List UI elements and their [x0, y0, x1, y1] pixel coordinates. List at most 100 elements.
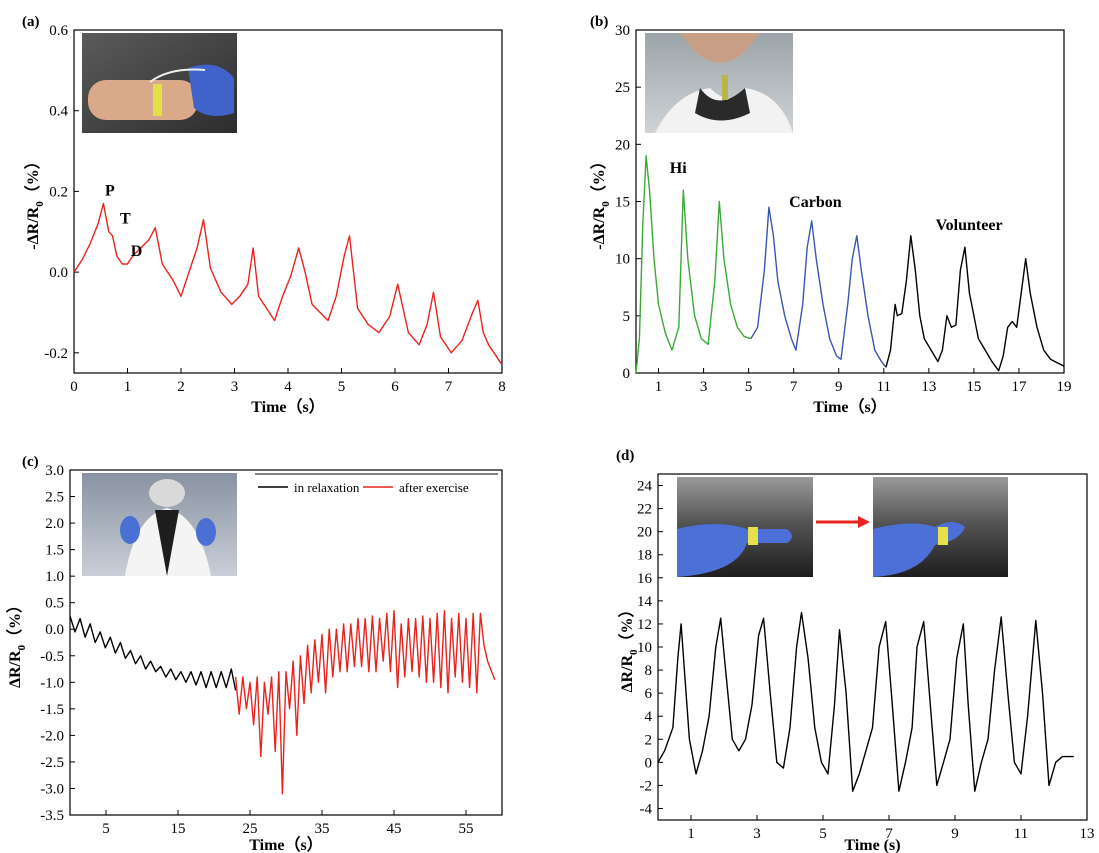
chart-panel-2: 5 15 25 35 45 55 -3.5 -3.0 -2.5 -2.0 -1.5 -1.0 -0.5 0…	[6, 454, 503, 853]
series-line-2	[885, 235, 1065, 372]
y-tick-label: 0.0	[45, 622, 64, 638]
y-tick-label: 0.5	[45, 596, 64, 612]
y-tick-label: 0	[623, 366, 631, 382]
x-tick-label: 0	[70, 379, 78, 395]
x-tick-label: 35	[315, 821, 330, 837]
y-tick-label: 20	[615, 137, 630, 153]
y-tick-label: 16	[637, 571, 653, 587]
y-tick-label: 14	[637, 594, 653, 610]
y-tick-label: -0.2	[44, 346, 68, 362]
y-tick-label: 18	[637, 548, 652, 564]
y-tick-label: 20	[637, 525, 652, 541]
y-tick-label: -3.0	[40, 781, 64, 797]
y-tick-label: 15	[615, 195, 630, 211]
x-tick-label: 7	[885, 826, 893, 842]
inset-photo-wrist	[82, 33, 237, 133]
panel-label: (d)	[616, 448, 634, 464]
series-line-0	[73, 202, 503, 366]
x-tick-label: 19	[1057, 379, 1072, 395]
annotation-label: Volunteer	[936, 217, 1003, 234]
x-axis-title: Time (s)	[844, 837, 900, 853]
x-tick-label: 55	[459, 821, 474, 837]
chart-panel-1: 1 3 5 7 9 11 13 15 17 19051015202530HiCarbonVolun…	[590, 14, 1072, 416]
x-tick-label: 13	[1080, 826, 1095, 842]
x-axis-title: Time（s）	[813, 398, 887, 416]
annotation-label: P	[105, 182, 115, 199]
x-tick-label: 6	[391, 379, 399, 395]
y-tick-label: 24	[637, 479, 653, 495]
x-tick-label: 3	[753, 826, 761, 842]
series-line-1	[234, 610, 496, 795]
y-tick-label: -1.0	[40, 675, 64, 691]
y-tick-label: 2.0	[45, 516, 64, 532]
x-tick-label: 15	[966, 379, 981, 395]
plot-frame	[69, 469, 503, 816]
x-tick-label: 3	[231, 379, 239, 395]
y-tick-label: 4	[645, 709, 653, 725]
x-tick-label: 3	[700, 379, 708, 395]
panel-label: (b)	[590, 14, 608, 30]
chart-panel-0: 0 1 2 3 4 5 6 7 8 -0.2 0.0 0.2 0.4 0.6 PTD Time（s） -ΔR/R…	[22, 14, 506, 416]
y-tick-label: 30	[615, 23, 630, 39]
x-tick-label: 1	[124, 379, 132, 395]
y-tick-label: 0.4	[49, 104, 68, 120]
panel-label: (c)	[22, 454, 39, 470]
x-tick-label: 9	[835, 379, 843, 395]
legend-label: in relaxation	[294, 480, 360, 495]
x-tick-label: 13	[921, 379, 936, 395]
series-line-0	[635, 155, 752, 374]
x-tick-label: 11	[877, 379, 891, 395]
y-tick-label: 22	[637, 502, 652, 518]
x-tick-label: 25	[243, 821, 258, 837]
y-tick-label: 2.5	[45, 490, 64, 506]
annotation-label: D	[131, 243, 143, 260]
y-tick-label: 12	[637, 617, 652, 633]
inset-photo-finger	[677, 477, 1008, 577]
y-tick-label: -1.5	[40, 702, 64, 718]
y-axis-title: ΔR/R0（%）	[6, 597, 28, 688]
series-line-0	[69, 615, 237, 691]
x-tick-label: 1	[655, 379, 663, 395]
x-tick-label: 45	[387, 821, 402, 837]
x-tick-label: 2	[177, 379, 185, 395]
y-tick-label: 25	[615, 80, 630, 96]
x-tick-label: 7	[790, 379, 798, 395]
y-tick-label: -0.5	[40, 649, 64, 665]
y-tick-label: 10	[615, 252, 630, 268]
x-tick-label: 8	[498, 379, 506, 395]
series-line-1	[750, 206, 887, 368]
y-tick-label: 10	[637, 640, 652, 656]
x-tick-label: 4	[284, 379, 292, 395]
y-tick-label: -2	[640, 778, 653, 794]
annotation-label: Hi	[670, 160, 687, 177]
x-tick-label: 15	[171, 821, 186, 837]
x-tick-label: 5	[819, 826, 827, 842]
legend-label: after exercise	[399, 480, 469, 495]
x-axis-title: Time（s）	[249, 836, 323, 853]
y-tick-label: 5	[623, 309, 631, 325]
y-tick-label: -2.5	[40, 755, 64, 771]
y-tick-label: -4	[640, 801, 653, 817]
y-axis-title: ΔR/R0（%）	[618, 601, 640, 692]
y-tick-label: 6	[645, 686, 653, 702]
annotation-label: Carbon	[789, 194, 842, 211]
panel-label: (a)	[22, 14, 40, 30]
y-tick-label: 0.0	[49, 265, 68, 281]
y-tick-label: 1.0	[45, 569, 64, 585]
x-axis-title: Time（s）	[251, 398, 325, 416]
series-line-0	[657, 611, 1074, 792]
y-axis-title: -ΔR/R0（%）	[24, 153, 46, 249]
x-tick-label: 11	[1014, 826, 1028, 842]
x-tick-label: 5	[102, 821, 110, 837]
y-tick-label: 8	[645, 663, 653, 679]
y-tick-label: 3.0	[45, 463, 64, 479]
y-tick-label: 0	[645, 755, 653, 771]
inset-photo-person	[82, 473, 237, 576]
y-axis-title: -ΔR/R0（%）	[590, 153, 612, 249]
y-tick-label: 0.6	[49, 23, 68, 39]
x-tick-label: 1	[687, 826, 695, 842]
annotation-label: T	[120, 211, 131, 228]
y-tick-label: 2	[645, 732, 653, 748]
